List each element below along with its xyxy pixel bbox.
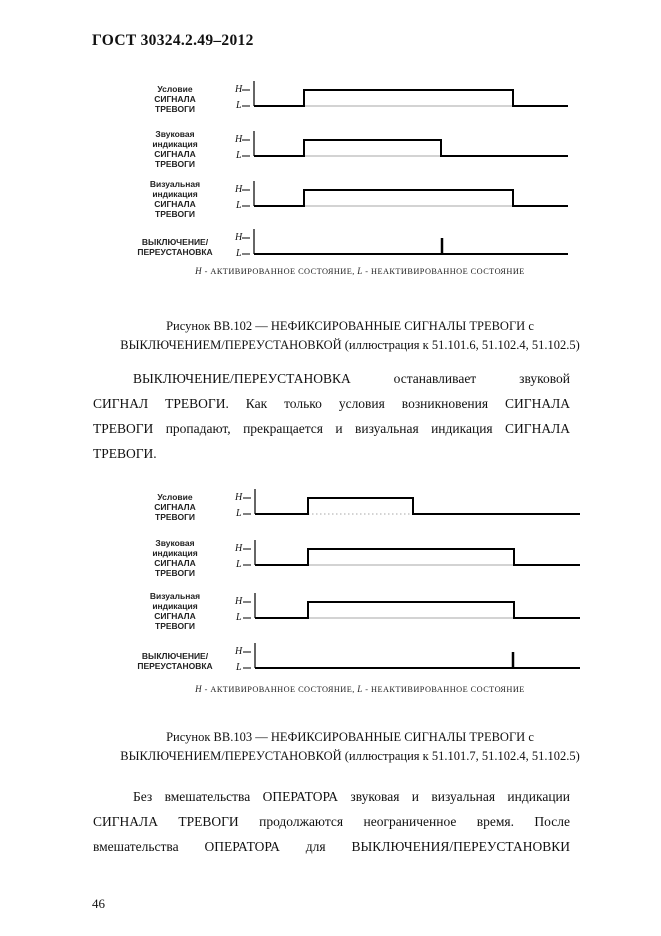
high-level-label: H: [235, 232, 243, 243]
legend-l-symbol: L: [357, 684, 363, 694]
high-level-label: H: [235, 84, 243, 95]
caption-line: Рисунок ВВ.103 — НЕФИКСИРОВАННЫЕ СИГНАЛЫ…: [166, 730, 534, 744]
signal-row-visual: Визуальная индикация СИГНАЛА ТРЕВОГИ H L: [0, 178, 661, 220]
legend-l-text: - НЕАКТИВИРОВАННОЕ СОСТОЯНИЕ: [365, 685, 525, 694]
signal-label: Звуковая индикация СИГНАЛА ТРЕВОГИ: [152, 129, 198, 169]
low-level-label: L: [236, 559, 242, 570]
waveform: [242, 181, 568, 207]
low-level-label: L: [236, 612, 242, 623]
caption-line: ВЫКЛЮЧЕНИЕМ/ПЕРЕУСТАНОВКОЙ (иллюстрация …: [120, 748, 580, 763]
low-level-label: L: [236, 248, 242, 259]
waveform: [243, 593, 580, 619]
caption-line: Рисунок ВВ.102 — НЕФИКСИРОВАННЫЕ СИГНАЛЫ…: [166, 319, 534, 333]
signal-row-condition: Условие СИГНАЛА ТРЕВОГИ H L: [0, 78, 661, 120]
body-paragraph: ВЫКЛЮЧЕНИЕ/ПЕРЕУСТАНОВКА останавливает з…: [93, 366, 570, 466]
waveform: [243, 540, 580, 566]
figure-legend: H - АКТИВИРОВАННОЕ СОСТОЯНИЕ, L - НЕАКТИ…: [80, 684, 640, 694]
figure-caption: Рисунок ВВ.103 — НЕФИКСИРОВАННЫЕ СИГНАЛЫ…: [70, 728, 630, 765]
waveform: [242, 131, 568, 157]
waveform: [243, 643, 580, 669]
high-level-label: H: [235, 184, 243, 195]
high-level-label: H: [235, 543, 243, 554]
low-level-label: L: [236, 100, 242, 111]
text-line: СИГНАЛ ТРЕВОГИ. Как только условия возни…: [93, 396, 570, 411]
figure-legend: H - АКТИВИРОВАННОЕ СОСТОЯНИЕ, L - НЕАКТИ…: [80, 266, 640, 276]
signal-label: Визуальная индикация СИГНАЛА ТРЕВОГИ: [149, 591, 201, 631]
signal-label: Условие СИГНАЛА ТРЕВОГИ: [154, 84, 196, 114]
text-line: СИГНАЛА ТРЕВОГИ продолжаются неограничен…: [93, 814, 570, 829]
text-line: ВЫКЛЮЧЕНИЕ/ПЕРЕУСТАНОВКА останавливает з…: [133, 371, 570, 386]
legend-h-text: - АКТИВИРОВАННОЕ СОСТОЯНИЕ,: [204, 685, 355, 694]
low-level-label: L: [236, 150, 242, 161]
page-header-title: ГОСТ 30324.2.49–2012: [92, 32, 254, 49]
text-line: вмешательства ОПЕРАТОРА для ВЫКЛЮЧЕНИЯ/П…: [93, 839, 570, 854]
signal-label: ВЫКЛЮЧЕНИЕ/ПЕРЕУСТАНОВКА: [137, 237, 213, 257]
signal-row-visual: Визуальная индикация СИГНАЛА ТРЕВОГИ H L: [0, 590, 661, 632]
signal-row-reset: ВЫКЛЮЧЕНИЕ/ПЕРЕУСТАНОВКА H L: [0, 226, 661, 268]
text-line: ТРЕВОГИ.: [93, 446, 157, 461]
high-level-label: H: [235, 596, 243, 607]
text-line: Без вмешательства ОПЕРАТОРА звуковая и в…: [133, 789, 570, 804]
signal-row-condition: Условие СИГНАЛА ТРЕВОГИ H L: [0, 486, 661, 528]
low-level-label: L: [236, 662, 242, 673]
signal-row-audio: Звуковая индикация СИГНАЛА ТРЕВОГИ H L: [0, 128, 661, 170]
high-level-label: H: [235, 492, 243, 503]
high-level-label: H: [235, 134, 243, 145]
text-line: ТРЕВОГИ пропадают, прекращается и визуал…: [93, 421, 570, 436]
waveform: [243, 489, 580, 515]
legend-l-text: - НЕАКТИВИРОВАННОЕ СОСТОЯНИЕ: [365, 267, 525, 276]
low-level-label: L: [236, 508, 242, 519]
legend-h-symbol: H: [195, 684, 203, 694]
signal-row-audio: Звуковая индикация СИГНАЛА ТРЕВОГИ H L: [0, 537, 661, 579]
waveform: [242, 229, 568, 255]
signal-label: Условие СИГНАЛА ТРЕВОГИ: [154, 492, 196, 522]
signal-label: Звуковая индикация СИГНАЛА ТРЕВОГИ: [152, 538, 198, 578]
body-paragraph: Без вмешательства ОПЕРАТОРА звуковая и в…: [93, 784, 570, 859]
legend-h-text: - АКТИВИРОВАННОЕ СОСТОЯНИЕ,: [204, 267, 355, 276]
signal-label: ВЫКЛЮЧЕНИЕ/ПЕРЕУСТАНОВКА: [137, 651, 213, 671]
figure-caption: Рисунок ВВ.102 — НЕФИКСИРОВАННЫЕ СИГНАЛЫ…: [70, 317, 630, 354]
waveform: [242, 81, 568, 107]
signal-label: Визуальная индикация СИГНАЛА ТРЕВОГИ: [149, 179, 201, 219]
page-number: 46: [92, 896, 105, 911]
signal-row-reset: ВЫКЛЮЧЕНИЕ/ПЕРЕУСТАНОВКА H L: [0, 640, 661, 682]
low-level-label: L: [236, 200, 242, 211]
caption-line: ВЫКЛЮЧЕНИЕМ/ПЕРЕУСТАНОВКОЙ (иллюстрация …: [120, 337, 580, 352]
high-level-label: H: [235, 646, 243, 657]
legend-h-symbol: H: [195, 266, 203, 276]
legend-l-symbol: L: [357, 266, 363, 276]
